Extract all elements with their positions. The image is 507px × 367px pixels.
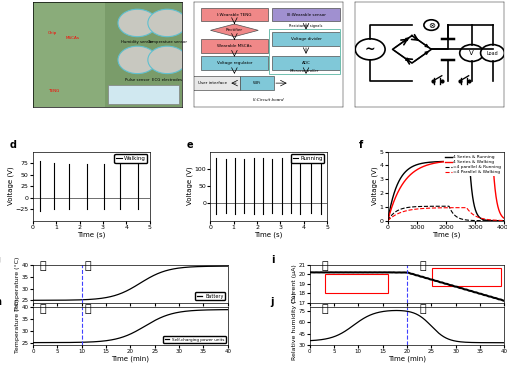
Text: II:Circuit board: II:Circuit board <box>254 98 284 102</box>
Text: ADC: ADC <box>302 61 310 65</box>
Text: g: g <box>0 255 1 265</box>
FancyBboxPatch shape <box>272 56 340 70</box>
Text: TENG: TENG <box>48 88 59 92</box>
Y-axis label: Temperature (°C): Temperature (°C) <box>15 257 20 311</box>
Text: ECG electrodes: ECG electrodes <box>152 78 182 82</box>
Y-axis label: Current (μA): Current (μA) <box>292 264 297 303</box>
Y-axis label: Temperature (°C): Temperature (°C) <box>15 299 20 353</box>
Circle shape <box>118 9 157 37</box>
Circle shape <box>460 44 484 62</box>
FancyBboxPatch shape <box>33 2 104 108</box>
Text: MSCAs: MSCAs <box>66 36 80 40</box>
Circle shape <box>118 46 157 74</box>
Legend: 4 Series & Running, 4 Series & Walking, =4 parallel & Running, =4 Parallel & Wal: 4 Series & Running, 4 Series & Walking, … <box>444 154 502 175</box>
Text: Wearable MSCAs: Wearable MSCAs <box>217 44 251 48</box>
Text: I:Wearable TENG: I:Wearable TENG <box>217 12 251 17</box>
Text: h: h <box>0 297 1 307</box>
FancyBboxPatch shape <box>240 76 274 90</box>
Text: Humidity sensor: Humidity sensor <box>121 40 154 44</box>
Circle shape <box>148 9 187 37</box>
FancyBboxPatch shape <box>272 8 340 21</box>
Legend: Walking: Walking <box>115 155 147 163</box>
Legend: Self-charging power units: Self-charging power units <box>163 337 226 343</box>
Text: ⬛: ⬛ <box>40 261 46 272</box>
Text: Temperature sensor: Temperature sensor <box>148 40 187 44</box>
Text: User interface: User interface <box>198 81 227 85</box>
Circle shape <box>424 20 439 30</box>
Y-axis label: Relative humidity (%): Relative humidity (%) <box>292 292 297 360</box>
Text: c: c <box>349 0 355 1</box>
Text: WiFi: WiFi <box>252 81 261 85</box>
X-axis label: Time (min): Time (min) <box>388 356 426 362</box>
Text: b: b <box>188 0 195 1</box>
Text: ⊗: ⊗ <box>428 21 435 30</box>
Text: V: V <box>469 50 474 56</box>
Text: ⬛: ⬛ <box>84 304 91 314</box>
Text: ⬛: ⬛ <box>322 261 329 272</box>
Text: Microcontroller: Microcontroller <box>290 69 319 73</box>
Y-axis label: Voltage (V): Voltage (V) <box>187 167 193 206</box>
Polygon shape <box>210 24 258 37</box>
Text: Voltage divider: Voltage divider <box>291 37 321 41</box>
Text: ⬛: ⬛ <box>84 261 91 272</box>
Text: Rectifier: Rectifier <box>226 28 243 32</box>
FancyBboxPatch shape <box>107 85 179 104</box>
Text: ⬛: ⬛ <box>419 261 426 272</box>
Circle shape <box>481 44 504 62</box>
Legend: Running: Running <box>291 155 324 163</box>
Text: ⬛: ⬛ <box>322 304 329 314</box>
Text: Voltage regulator: Voltage regulator <box>216 61 252 65</box>
X-axis label: Time (min): Time (min) <box>112 356 150 362</box>
Text: ~: ~ <box>365 43 376 56</box>
Text: e: e <box>187 140 194 150</box>
FancyBboxPatch shape <box>272 32 340 46</box>
Legend: Battery: Battery <box>195 292 226 300</box>
Bar <box>325 275 387 293</box>
FancyBboxPatch shape <box>201 56 268 70</box>
Text: a: a <box>27 0 33 1</box>
Y-axis label: Voltage (V): Voltage (V) <box>8 167 14 206</box>
FancyBboxPatch shape <box>201 39 268 53</box>
Text: III:Wearable sensor: III:Wearable sensor <box>286 12 325 17</box>
Y-axis label: Voltage (V): Voltage (V) <box>372 167 378 206</box>
Text: f: f <box>358 140 363 150</box>
X-axis label: Time (s): Time (s) <box>77 231 105 238</box>
X-axis label: Time (s): Time (s) <box>255 231 283 238</box>
Text: Chip: Chip <box>48 30 57 34</box>
Bar <box>432 268 500 286</box>
Text: Pulse sensor: Pulse sensor <box>125 78 150 82</box>
Text: Load: Load <box>487 51 498 55</box>
Text: j: j <box>271 297 274 307</box>
Text: Resistance signals: Resistance signals <box>289 24 322 28</box>
Circle shape <box>355 39 385 60</box>
FancyBboxPatch shape <box>201 8 268 21</box>
Text: ⬛: ⬛ <box>419 304 426 314</box>
Text: d: d <box>10 140 17 150</box>
Text: i: i <box>271 255 274 265</box>
Circle shape <box>148 46 187 74</box>
X-axis label: Time (s): Time (s) <box>432 231 460 238</box>
FancyBboxPatch shape <box>185 76 240 90</box>
Text: ⬛: ⬛ <box>40 304 46 314</box>
